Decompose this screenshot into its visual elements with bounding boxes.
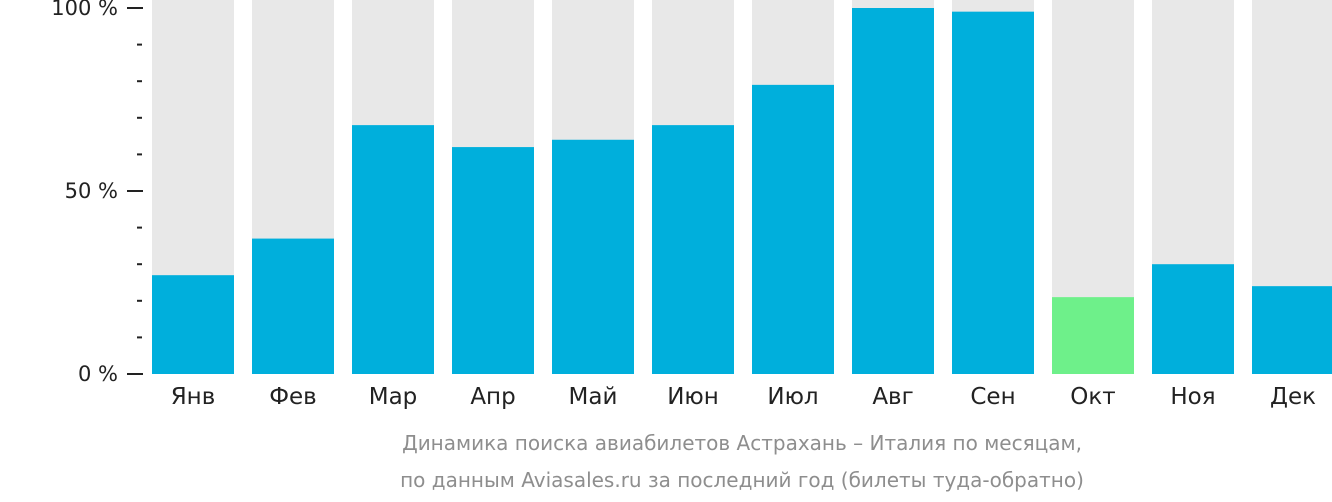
y-tick-label: 50 % bbox=[65, 179, 118, 203]
x-tick-label: Май bbox=[569, 384, 618, 410]
bar bbox=[952, 11, 1034, 374]
bar bbox=[552, 139, 634, 374]
x-tick-label: Апр bbox=[470, 384, 515, 410]
bar bbox=[352, 125, 434, 375]
bar bbox=[452, 147, 534, 374]
x-tick-label: Янв bbox=[171, 384, 216, 410]
x-tick-label: Ноя bbox=[1170, 384, 1215, 410]
bar bbox=[852, 8, 934, 374]
x-tick-label: Сен bbox=[970, 384, 1015, 410]
bars bbox=[152, 8, 1332, 375]
chart-caption-line-1: Динамика поиска авиабилетов Астрахань – … bbox=[402, 431, 1082, 455]
bar bbox=[1052, 297, 1134, 374]
x-tick-label: Дек bbox=[1270, 384, 1316, 410]
bar bbox=[752, 84, 834, 375]
bar bbox=[252, 238, 334, 374]
bar bbox=[652, 125, 734, 375]
bar bbox=[152, 275, 234, 374]
x-axis-labels: Янв Фев Мар Апр Май Июн Июл Авг Сен Окт Ноя Дек bbox=[171, 384, 1316, 410]
x-tick-label: Июл bbox=[767, 384, 818, 410]
bar bbox=[1152, 264, 1234, 374]
x-tick-label: Фев bbox=[269, 384, 317, 410]
x-tick-label: Авг bbox=[872, 384, 913, 410]
bar bbox=[1252, 286, 1332, 374]
y-tick-label: 0 % bbox=[78, 362, 118, 386]
x-tick-label: Июн bbox=[667, 384, 719, 410]
x-tick-label: Окт bbox=[1070, 384, 1115, 410]
chart-caption-line-2: по данным Aviasales.ru за последний год … bbox=[400, 468, 1084, 492]
x-tick-label: Мар bbox=[369, 384, 418, 410]
y-axis: 0 % 50 % 100 % bbox=[51, 0, 143, 386]
y-tick-label: 100 % bbox=[51, 0, 118, 20]
